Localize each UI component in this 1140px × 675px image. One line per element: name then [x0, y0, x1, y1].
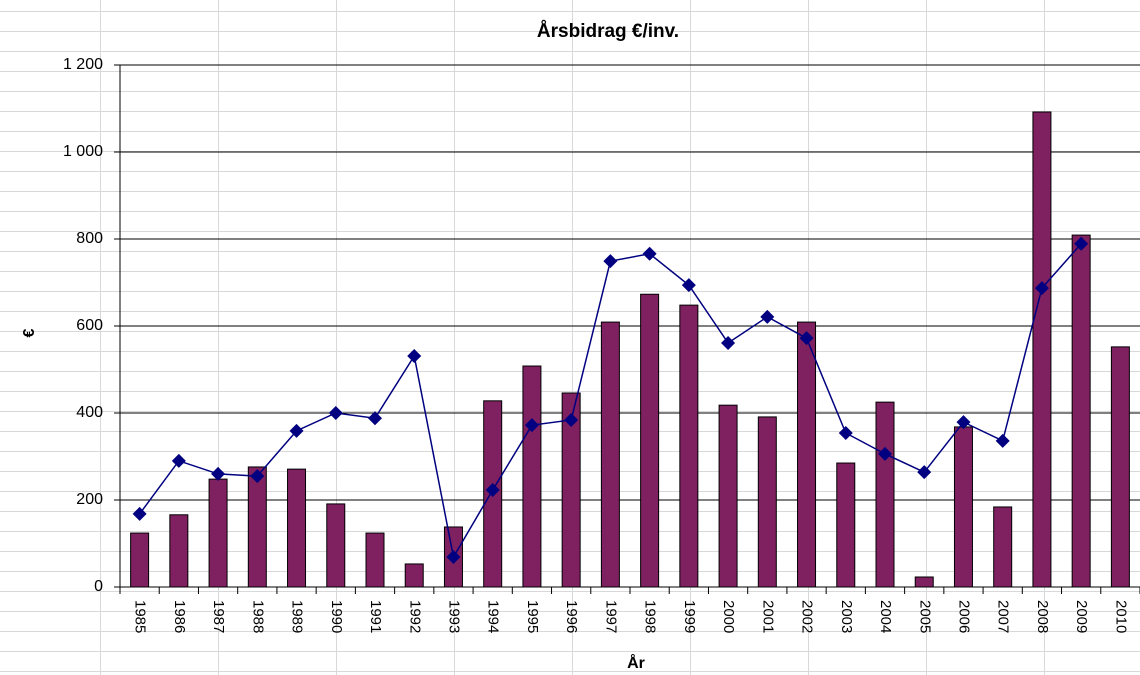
x-tick-label: 2007: [995, 600, 1012, 633]
marker: [328, 406, 343, 420]
bar: [757, 416, 777, 588]
bar: [875, 401, 895, 588]
marker: [289, 423, 304, 438]
marker: [368, 411, 382, 426]
y-tick-label: 800: [76, 230, 103, 247]
y-tick-label: 0: [94, 578, 103, 595]
x-tick-label: 1991: [367, 600, 384, 633]
marker: [211, 466, 226, 481]
y-tick-label: 600: [76, 317, 103, 334]
marker: [642, 246, 657, 261]
marker: [956, 415, 971, 430]
bar: [679, 304, 699, 588]
bar: [600, 321, 620, 588]
bar: [561, 392, 581, 588]
marker: [681, 278, 696, 293]
x-tick-label: 1995: [524, 600, 541, 633]
bar: [1032, 111, 1052, 588]
x-tick-label: 1986: [171, 600, 188, 633]
x-tick-label: 2002: [799, 600, 816, 633]
bar: [953, 426, 973, 588]
x-tick-label: 2006: [955, 600, 972, 633]
marker: [250, 469, 265, 484]
marker: [171, 453, 186, 468]
x-tick-label: 2005: [916, 600, 933, 633]
x-tick-label: 2003: [838, 600, 855, 633]
bar: [1110, 346, 1130, 588]
x-tick-label: 2010: [1112, 600, 1129, 633]
bar: [640, 293, 660, 588]
bar: [365, 532, 385, 588]
y-tick-label: 1 000: [63, 143, 103, 160]
marker: [132, 506, 147, 521]
x-tick-label: 1999: [681, 600, 698, 633]
x-tick-label: 1990: [328, 600, 345, 633]
bar: [914, 576, 934, 588]
x-tick-label: 1987: [210, 600, 227, 633]
x-tick-label: 2001: [759, 600, 776, 633]
bar: [797, 321, 817, 588]
bar: [130, 532, 150, 588]
bar: [287, 468, 307, 588]
y-tick-label: 200: [76, 491, 103, 508]
bar: [169, 514, 189, 588]
chart-title: Årsbidrag €/inv.: [537, 21, 679, 42]
marker: [446, 549, 461, 564]
y-tick-label: 400: [76, 404, 103, 421]
marker: [407, 349, 422, 364]
marker: [1034, 281, 1049, 296]
marker: [485, 482, 500, 497]
bar: [836, 462, 856, 588]
marker: [1074, 236, 1089, 251]
bar: [247, 466, 267, 588]
marker: [878, 446, 892, 461]
y-axis-label: €: [21, 328, 38, 337]
marker: [721, 335, 736, 350]
x-tick-label: 1996: [563, 600, 580, 633]
bar: [993, 506, 1013, 588]
marker: [564, 412, 579, 427]
x-tick-label: 2009: [1073, 600, 1090, 633]
x-tick-label: 1985: [132, 600, 149, 633]
x-tick-label: 1988: [249, 600, 266, 633]
marker: [603, 254, 618, 269]
bar: [208, 478, 228, 588]
bar: [404, 563, 424, 588]
marker: [799, 331, 814, 346]
marker: [995, 433, 1010, 448]
bar: [522, 365, 542, 588]
x-tick-label: 1998: [642, 600, 659, 633]
x-tick-label: 1992: [406, 600, 423, 633]
bar: [718, 404, 738, 588]
marker: [917, 465, 932, 480]
y-tick-label: 1 200: [63, 56, 103, 73]
bar: [1071, 234, 1091, 588]
x-tick-label: 1994: [485, 600, 502, 633]
x-tick-label: 2000: [720, 600, 737, 633]
x-tick-label: 2008: [1034, 600, 1051, 633]
x-tick-label: 1997: [602, 600, 619, 633]
marker: [760, 309, 775, 324]
bar: [326, 503, 346, 588]
x-tick-label: 2004: [877, 600, 894, 633]
x-axis-label: År: [627, 653, 645, 672]
marker: [838, 426, 853, 441]
marker: [524, 418, 539, 433]
x-tick-label: 1993: [445, 600, 462, 633]
x-tick-label: 1989: [289, 600, 306, 633]
